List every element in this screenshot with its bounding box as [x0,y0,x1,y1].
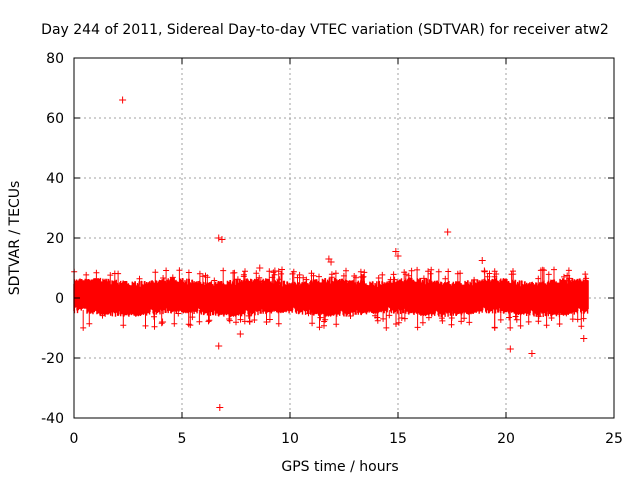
x-tick-label: 25 [605,431,623,447]
y-tick-label: 80 [46,51,64,67]
y-tick-label: -40 [41,411,64,427]
data-point [159,318,167,326]
data-point [394,252,402,260]
x-tick-label: 15 [389,431,407,447]
x-tick-label: 10 [281,431,299,447]
data-point [236,330,244,338]
data-point [256,264,264,272]
grid [74,58,614,418]
data-point [271,267,279,275]
data-point [216,404,224,411]
data-point [478,257,486,264]
data-point [528,350,536,357]
y-tick-label: 40 [46,171,64,187]
data-point [480,267,488,275]
data-point [392,248,400,255]
data-spikes [71,266,590,331]
data-point [119,96,127,104]
data-point [327,258,335,266]
x-tick-label: 20 [497,431,515,447]
y-axis-label: SDTVAR / TECUs [7,181,23,296]
axis-ticks: 0 5 10 15 20 25 -40 -20 0 20 40 60 80 [41,51,623,447]
data-point [215,234,223,242]
data-band [73,277,589,317]
y-tick-label: 60 [46,111,64,127]
x-tick-label: 5 [178,431,187,447]
chart-title: Day 244 of 2011, Sidereal Day-to-day VTE… [41,22,609,38]
y-tick-label: 20 [46,231,64,247]
y-tick-label: -20 [41,351,64,367]
data-point [215,342,223,350]
data-points [71,96,590,411]
y-tick-label: 0 [55,291,64,307]
data-point [444,228,452,236]
x-tick-label: 0 [70,431,79,447]
data-point [506,345,514,353]
x-axis-label: GPS time / hours [281,459,398,475]
data-point [218,236,226,243]
data-point [580,335,588,342]
